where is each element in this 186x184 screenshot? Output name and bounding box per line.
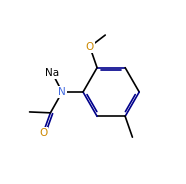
Text: O: O	[86, 42, 94, 52]
Text: Na: Na	[45, 68, 59, 78]
Text: O: O	[39, 128, 47, 138]
Text: N: N	[58, 87, 66, 97]
